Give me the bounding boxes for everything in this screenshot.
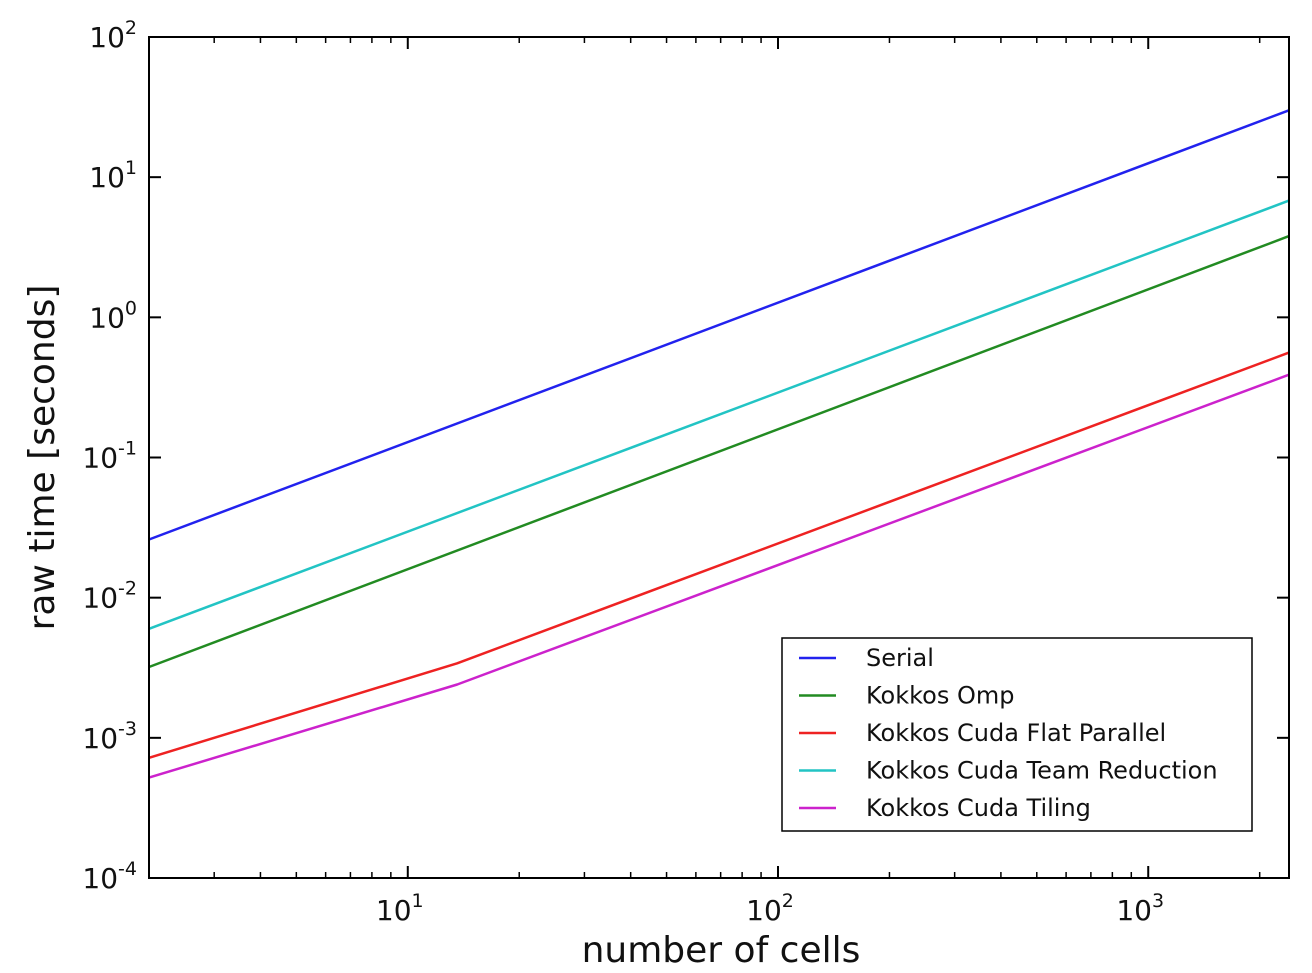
legend-label: Kokkos Cuda Tiling xyxy=(866,794,1091,822)
y-tick-label: 10-1 xyxy=(82,438,137,475)
legend-label: Serial xyxy=(866,644,934,672)
x-axis-title: number of cells xyxy=(582,930,861,971)
legend-label: Kokkos Omp xyxy=(866,682,1015,710)
y-tick-label: 100 xyxy=(89,297,137,334)
y-tick-label: 10-2 xyxy=(82,578,137,615)
x-tick-label: 103 xyxy=(1116,890,1164,927)
series-layer xyxy=(148,109,1290,779)
y-tick-label: 10-4 xyxy=(82,858,137,895)
legend: Serial Kokkos Omp Kokkos Cuda Flat Paralle… xyxy=(781,637,1253,832)
legend-label: Kokkos Cuda Flat Parallel xyxy=(866,719,1166,747)
series-line-5 xyxy=(148,373,1290,779)
x-tick-label: 101 xyxy=(376,890,424,927)
legend-box xyxy=(781,637,1253,832)
series-line-3 xyxy=(148,351,1290,759)
plot-frame xyxy=(148,36,1290,879)
legend-label: Kokkos Cuda Team Reduction xyxy=(866,757,1218,785)
y-tick-label: 101 xyxy=(89,157,137,194)
series-line-4 xyxy=(148,199,1290,630)
series-line-1 xyxy=(148,109,1290,541)
y-tick-label: 102 xyxy=(89,17,137,54)
label-layer: 101 102 103 102 101 100 10-1 10-2 10-3 10-4 xyxy=(82,17,1164,927)
y-axis-title: raw time [seconds] xyxy=(22,285,63,631)
x-tick-label: 102 xyxy=(746,890,794,927)
series-line-2 xyxy=(148,234,1290,669)
y-tick-label: 10-3 xyxy=(82,718,137,755)
